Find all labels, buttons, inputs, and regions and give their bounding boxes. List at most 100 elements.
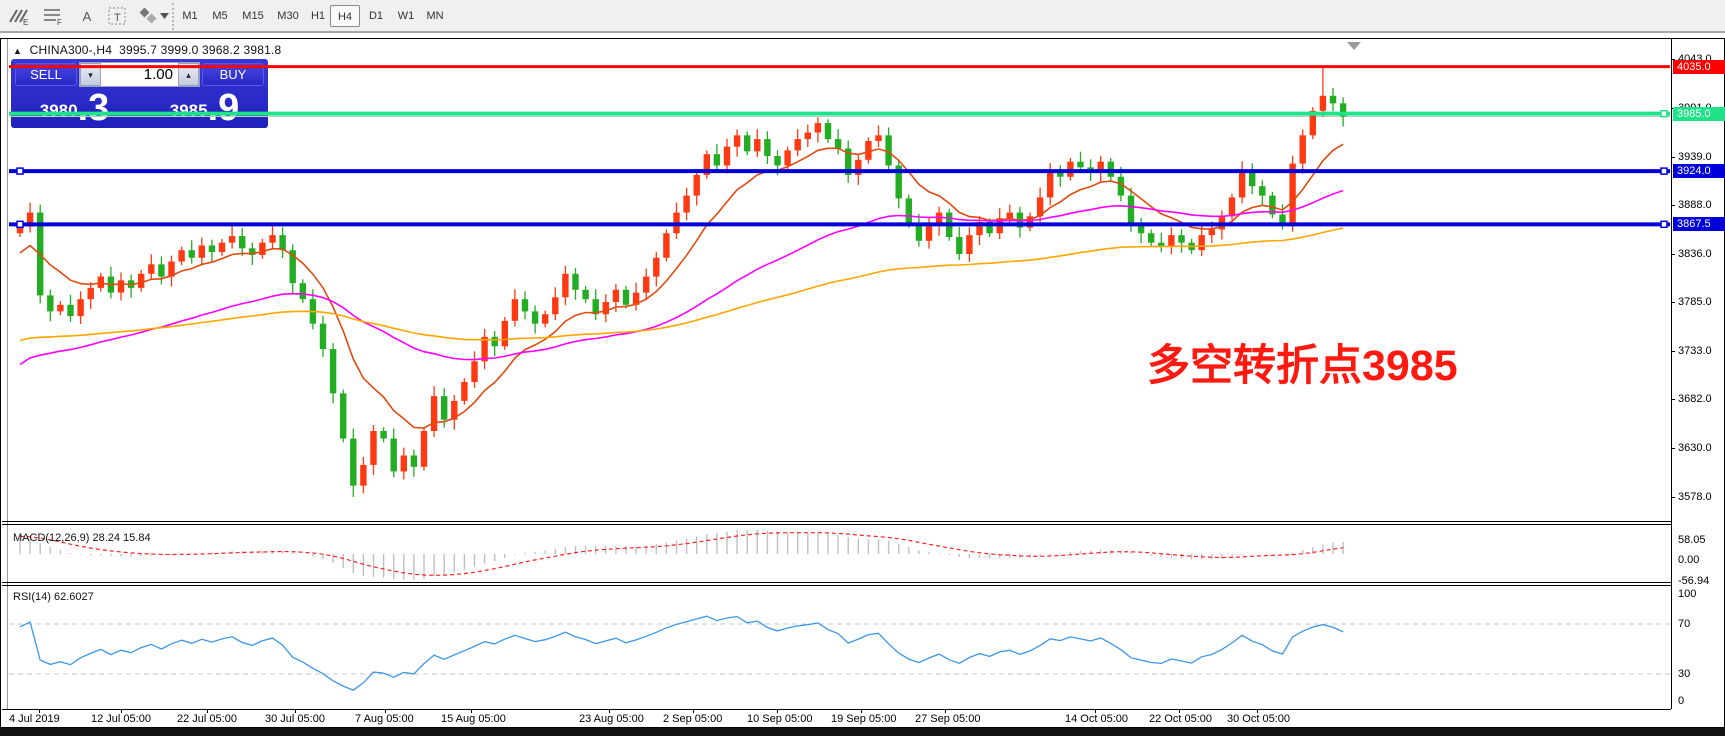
price-tick-mark	[1671, 253, 1675, 255]
macd-scale-label: -56.94	[1678, 575, 1710, 587]
time-tick-label: 4 Jul 2019	[9, 713, 60, 725]
time-tick-mark	[1179, 709, 1180, 713]
price-axis-border	[1671, 39, 1672, 709]
time-tick-label: 2 Sep 05:00	[663, 713, 723, 725]
sell-price-pip: .3	[77, 87, 110, 129]
rsi-label: RSI(14) 62.6027	[13, 591, 94, 603]
time-tick-mark	[1257, 709, 1258, 713]
time-tick-mark	[693, 709, 694, 713]
time-tick-label: 27 Sep 05:00	[915, 713, 981, 725]
svg-text:E: E	[23, 18, 28, 26]
price-tick-mark	[1671, 447, 1675, 449]
time-tick-label: 10 Sep 05:00	[747, 713, 813, 725]
sell-button[interactable]: SELL	[15, 63, 77, 86]
price-tick: 3630.0	[1678, 441, 1712, 454]
buy-price[interactable]: 3985 .9	[141, 87, 268, 128]
header-ohlc: 3995.7 3999.0 3968.2 3981.8	[119, 43, 282, 57]
new-indicator-icon[interactable]: E	[6, 4, 32, 28]
price-tick-mark	[1671, 156, 1675, 158]
time-tick-label: 22 Oct 05:00	[1149, 713, 1212, 725]
time-tick-mark	[295, 709, 296, 713]
price-tick: 3733.0	[1678, 344, 1712, 357]
price-tick-mark	[1671, 301, 1675, 303]
price-tick: 3939.0	[1678, 150, 1712, 163]
rsi-canvas[interactable]	[8, 586, 1671, 708]
rsi-scale-label: 0	[1678, 695, 1685, 707]
toolbar: E F A T M1 M5 M15 M30 H1 H4 D1 W1 MN	[0, 0, 1725, 33]
price-tick: 3785.0	[1678, 295, 1712, 308]
price-tick-mark	[1671, 59, 1675, 61]
volume-increase-button[interactable]: ▴	[178, 63, 199, 86]
time-tick-mark	[39, 709, 40, 713]
data-window-icon[interactable]: F	[40, 4, 66, 28]
main-chart-canvas[interactable]	[8, 43, 1671, 522]
panel-divider	[2, 524, 1671, 525]
timeframe-button-h1[interactable]: H1	[310, 10, 326, 22]
panel-divider	[2, 585, 1671, 586]
price-annotation-text[interactable]: 多空转折点3985	[1147, 342, 1458, 390]
arrange-objects-icon[interactable]	[136, 4, 162, 28]
volume-value[interactable]: 1.00	[101, 63, 178, 86]
panel-divider[interactable]	[2, 582, 1671, 583]
timeframe-button-m5[interactable]: M5	[212, 10, 228, 22]
price-tag: 3867.5	[1673, 217, 1725, 232]
time-tick-mark	[609, 709, 610, 713]
price-tag: 4035.0	[1673, 59, 1725, 74]
price-tick: 3888.0	[1678, 199, 1712, 211]
price-tick-mark	[1671, 398, 1675, 400]
timeframe-button-m15[interactable]: M15	[242, 10, 264, 22]
time-tick-label: 14 Oct 05:00	[1065, 713, 1128, 725]
chart-shift-marker-icon[interactable]	[1347, 42, 1361, 50]
chart-header: ▲ CHINA300-,H4 3995.7 3999.0 3968.2 3981…	[13, 43, 281, 57]
text-label-icon[interactable]: A	[82, 8, 92, 24]
time-tick-mark	[777, 709, 778, 713]
price-tag: 3924.0	[1673, 164, 1725, 179]
chevron-down-icon[interactable]	[158, 4, 170, 28]
buy-button[interactable]: BUY	[202, 63, 264, 86]
rsi-scale-label: 100	[1678, 588, 1697, 600]
volume-decrease-button[interactable]: ▾	[80, 63, 101, 86]
time-tick-mark	[945, 709, 946, 713]
symbol-timeframe: CHINA300-,H4	[29, 43, 113, 57]
price-tick-mark	[1671, 350, 1675, 352]
macd-scale-label: 58.05	[1678, 534, 1706, 546]
time-tick-label: 23 Aug 05:00	[579, 713, 644, 725]
chart-window: ▲ CHINA300-,H4 3995.7 3999.0 3968.2 3981…	[0, 38, 1725, 728]
price-tag: 3985.0	[1673, 106, 1725, 121]
timeframe-button-mn[interactable]: MN	[426, 10, 444, 22]
price-tick: 3578.0	[1678, 490, 1712, 503]
buy-price-pip: .9	[207, 87, 240, 129]
time-tick-mark	[471, 709, 472, 713]
collapse-triangle-icon[interactable]: ▲	[13, 46, 23, 56]
macd-scale-label: 0.00	[1678, 554, 1700, 566]
rsi-scale-label: 70	[1678, 618, 1691, 630]
bottom-window-edge	[0, 728, 1725, 736]
panel-divider	[2, 709, 1671, 710]
price-tick: 3682.0	[1678, 392, 1712, 405]
time-tick-label: 12 Jul 05:00	[91, 713, 151, 725]
rsi-scale-label: 30	[1678, 668, 1691, 680]
time-tick-mark	[207, 709, 208, 713]
price-tick: 3836.0	[1678, 247, 1712, 260]
timeframe-button-d1[interactable]: D1	[368, 10, 384, 22]
timeframe-button-h4[interactable]: H4	[330, 5, 360, 27]
timeframe-button-m1[interactable]: M1	[182, 10, 198, 22]
plot-left-border	[7, 39, 8, 709]
time-tick-label: 19 Sep 05:00	[831, 713, 897, 725]
timeframe-button-m30[interactable]: M30	[277, 10, 299, 22]
time-tick-mark	[121, 709, 122, 713]
panel-divider[interactable]	[2, 521, 1671, 522]
time-tick-mark	[861, 709, 862, 713]
text-box-icon[interactable]: T	[104, 4, 130, 28]
time-tick-label: 7 Aug 05:00	[355, 713, 414, 725]
time-tick-label: 30 Oct 05:00	[1227, 713, 1290, 725]
svg-text:T: T	[114, 12, 121, 24]
macd-canvas[interactable]	[8, 524, 1671, 582]
price-tick-mark	[1671, 205, 1675, 206]
time-tick-label: 22 Jul 05:00	[177, 713, 237, 725]
timeframe-button-w1[interactable]: W1	[397, 10, 415, 22]
macd-label: MACD(12,26,9) 28.24 15.84	[13, 532, 151, 544]
time-tick-label: 30 Jul 05:00	[265, 713, 325, 725]
time-tick-label: 15 Aug 05:00	[441, 713, 506, 725]
